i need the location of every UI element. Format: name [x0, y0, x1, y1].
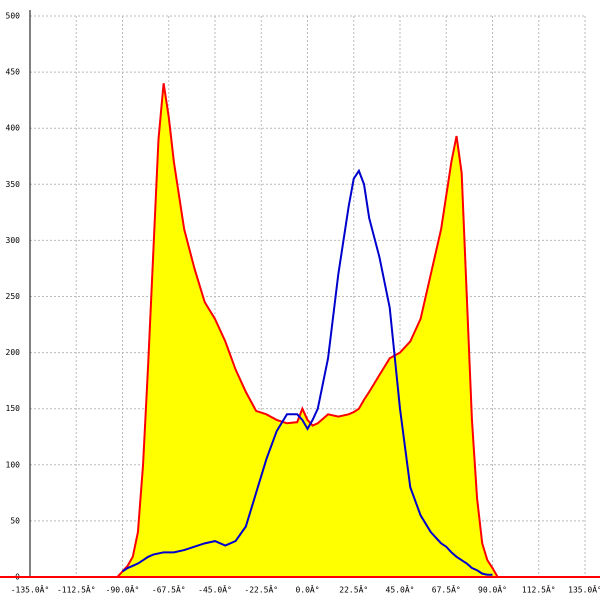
- y-tick-label: 50: [10, 516, 20, 525]
- x-tick-label: -45.0Â°: [198, 584, 232, 595]
- y-tick-label: 450: [6, 68, 21, 77]
- x-tick-label: 135.0Â°: [568, 584, 600, 595]
- x-tick-label: 22.5Â°: [339, 584, 368, 595]
- y-tick-label: 250: [6, 292, 21, 301]
- y-tick-label: 150: [6, 404, 21, 413]
- y-tick-label: 350: [6, 180, 21, 189]
- x-tick-label: -22.5Â°: [244, 584, 278, 595]
- area-fill: [117, 83, 498, 577]
- area-line: [116, 83, 499, 578]
- x-tick-label: 0.0Â°: [295, 584, 319, 595]
- y-tick-label: 500: [6, 12, 21, 21]
- x-tick-label: 45.0Â°: [386, 584, 415, 595]
- y-tick-label: 400: [6, 124, 21, 133]
- y-tick-label: 100: [6, 460, 21, 469]
- y-tick-label: 300: [6, 236, 21, 245]
- y-tick-label: 200: [6, 348, 21, 357]
- x-tick-label: -112.5Â°: [57, 584, 96, 595]
- x-tick-label: -67.5Â°: [152, 584, 186, 595]
- line: [121, 168, 493, 576]
- x-tick-label: -135.0Â°: [11, 584, 50, 595]
- x-tick-label: -90.0Â°: [106, 584, 140, 595]
- x-tick-label: 112.5Â°: [522, 584, 556, 595]
- x-tick-label: 67.5Â°: [432, 584, 461, 595]
- x-tick-label: 90.0Â°: [478, 584, 507, 595]
